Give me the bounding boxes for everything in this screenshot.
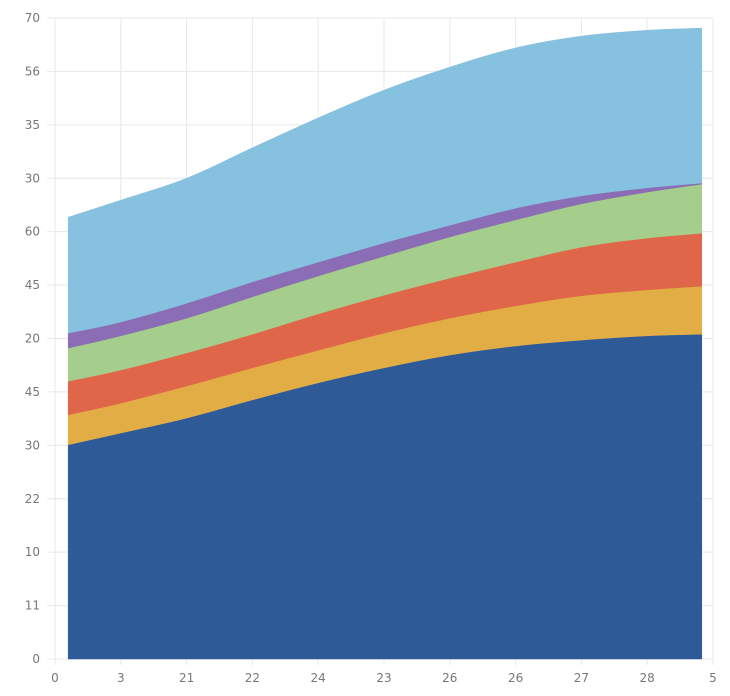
x-tick-label: 23 bbox=[376, 671, 391, 685]
y-tick-label: 45 bbox=[25, 385, 40, 399]
x-tick-label: 26 bbox=[442, 671, 457, 685]
x-tick-label: 26 bbox=[508, 671, 523, 685]
axes: 0 11 10 22 30 45 20 45 60 30 35 56 70 0 3 21 22 24 23 26 26 2… bbox=[25, 11, 717, 685]
y-tick-label: 30 bbox=[25, 171, 40, 185]
y-tick-label: 35 bbox=[25, 118, 40, 132]
x-tick-label: 0 bbox=[51, 671, 59, 685]
areas bbox=[67, 27, 703, 660]
x-tick-label: 21 bbox=[179, 671, 194, 685]
x-tick-label: 22 bbox=[245, 671, 260, 685]
y-tick-label: 70 bbox=[25, 11, 40, 25]
y-tick-label: 30 bbox=[25, 438, 40, 452]
y-tick-label: 60 bbox=[25, 225, 40, 239]
y-tick-label: 20 bbox=[25, 332, 40, 346]
y-tick-label: 56 bbox=[25, 64, 40, 78]
y-tick-label: 10 bbox=[25, 545, 40, 559]
y-tick-label: 0 bbox=[32, 652, 40, 666]
x-tick-label: 27 bbox=[574, 671, 589, 685]
x-tick-label: 5 bbox=[709, 671, 717, 685]
x-tick-label: 24 bbox=[311, 671, 326, 685]
y-tick-label: 45 bbox=[25, 278, 40, 292]
x-tick-label: 28 bbox=[640, 671, 655, 685]
y-tick-label: 11 bbox=[25, 599, 40, 613]
area-series-6 bbox=[67, 27, 703, 334]
x-tick-label: 3 bbox=[117, 671, 125, 685]
y-tick-label: 22 bbox=[25, 492, 40, 506]
